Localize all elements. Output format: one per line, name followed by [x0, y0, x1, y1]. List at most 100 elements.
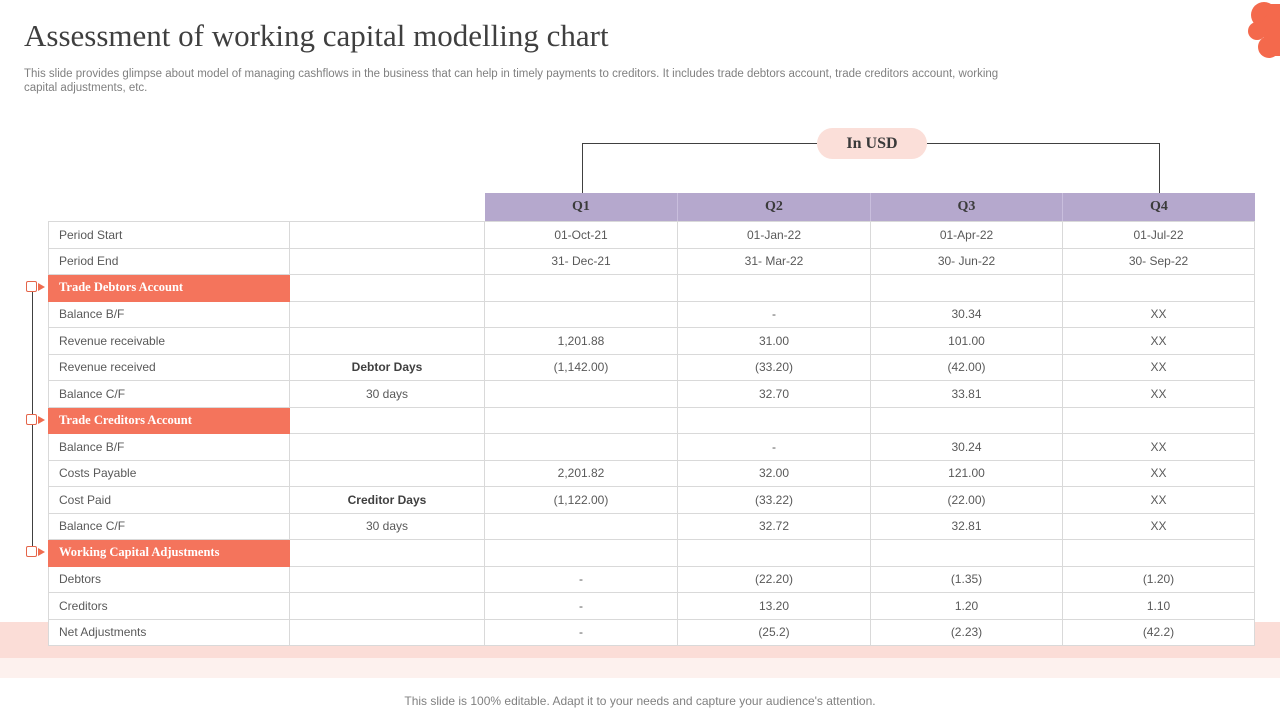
row-label: Revenue receivable: [48, 328, 290, 355]
slide-description: This slide provides glimpse about model …: [24, 68, 999, 94]
table-row: Balance B/F -30.24 XX: [48, 434, 1255, 461]
cell-value-q2: (22.20): [678, 566, 871, 593]
cell-value-q1: [485, 301, 678, 328]
quarter-header: Q1: [485, 193, 678, 221]
row-label: Debtors: [48, 566, 290, 593]
quarter-header: Q4: [1063, 193, 1255, 221]
table-row: Revenue received Debtor Days (1,142.00) (33…: [48, 354, 1255, 381]
cell-value-q2: 31.00: [678, 328, 871, 355]
cell-value-q3: (1.35): [871, 566, 1063, 593]
section-header-label: Trade Creditors Account: [48, 407, 290, 434]
days-cell: [290, 248, 485, 275]
days-cell: [290, 275, 485, 302]
cell-value-q3: 1.20: [871, 593, 1063, 620]
quarter-header-row: Q1 Q2 Q3 Q4: [485, 193, 1255, 221]
cell-value-q2: 32.72: [678, 513, 871, 540]
cell-value-q3: 33.81: [871, 381, 1063, 408]
cell-value-q4: XX: [1063, 487, 1255, 514]
cell-value-q4: XX: [1063, 301, 1255, 328]
days-cell: [290, 328, 485, 355]
table-row: Debtors - (22.20) (1.35) (1.20): [48, 566, 1255, 593]
days-cell: [290, 460, 485, 487]
days-cell: [290, 566, 485, 593]
cell-value-q3: 30.24: [871, 434, 1063, 461]
days-cell: [290, 434, 485, 461]
table-body: Period Start 01-Oct-21 01-Jan-22 01-Apr-22 0…: [48, 221, 1255, 646]
section-marker-icon: [26, 414, 48, 426]
cell-value-q4: [1063, 407, 1255, 434]
bracket-line-left: [582, 143, 817, 144]
cell-value-q1: 31- Dec-21: [485, 248, 678, 275]
cell-value-q2: [678, 540, 871, 567]
cell-value-q3: 30.34: [871, 301, 1063, 328]
cell-value-q1: [485, 540, 678, 567]
cell-value-q3: 101.00: [871, 328, 1063, 355]
table-row: Costs Payable 2,201.82 32.00 121.00 XX: [48, 460, 1255, 487]
bottom-accent-strip-light: [0, 658, 1280, 678]
cell-value-q3: (42.00): [871, 354, 1063, 381]
row-label: Costs Payable: [48, 460, 290, 487]
table-row: Revenue receivable 1,201.88 31.00 101.00 XX: [48, 328, 1255, 355]
table-row: Period End 31- Dec-21 31- Mar-22 30- Jun-22…: [48, 248, 1255, 275]
cell-value-q1: 1,201.88: [485, 328, 678, 355]
cell-value-q4: XX: [1063, 513, 1255, 540]
days-cell: [290, 593, 485, 620]
cell-value-q4: XX: [1063, 354, 1255, 381]
days-cell: 30 days: [290, 513, 485, 540]
table-row: Period Start 01-Oct-21 01-Jan-22 01-Apr-22 0…: [48, 222, 1255, 249]
table-row: Cost Paid Creditor Days (1,122.00) (33.22)(…: [48, 487, 1255, 514]
days-cell: [290, 619, 485, 646]
days-cell: [290, 407, 485, 434]
cell-value-q1: -: [485, 593, 678, 620]
cell-value-q1: (1,142.00): [485, 354, 678, 381]
cell-value-q4: [1063, 540, 1255, 567]
cell-value-q1: -: [485, 619, 678, 646]
cell-value-q2: (33.22): [678, 487, 871, 514]
cell-value-q4: 1.10: [1063, 593, 1255, 620]
cell-value-q2: -: [678, 301, 871, 328]
section-row: Trade Creditors Account: [48, 407, 1255, 434]
cell-value-q2: 32.00: [678, 460, 871, 487]
section-header-label: Working Capital Adjustments: [48, 540, 290, 567]
cell-value-q1: 2,201.82: [485, 460, 678, 487]
row-label: Balance B/F: [48, 434, 290, 461]
cell-value-q4: 30- Sep-22: [1063, 248, 1255, 275]
cell-value-q3: (22.00): [871, 487, 1063, 514]
bracket-line-right: [927, 143, 1160, 144]
cell-value-q2: (25.2): [678, 619, 871, 646]
quarter-header: Q3: [871, 193, 1063, 221]
in-usd-badge: In USD: [817, 128, 927, 159]
cell-value-q4: 01-Jul-22: [1063, 222, 1255, 249]
cell-value-q1: -: [485, 566, 678, 593]
days-cell: [290, 222, 485, 249]
section-row: Trade Debtors Account: [48, 275, 1255, 302]
cell-value-q2: 32.70: [678, 381, 871, 408]
row-label: Balance C/F: [48, 513, 290, 540]
cell-value-q3: (2.23): [871, 619, 1063, 646]
table-row: Creditors -13.20 1.20 1.10: [48, 593, 1255, 620]
cell-value-q1: [485, 381, 678, 408]
quarter-header: Q2: [678, 193, 871, 221]
cell-value-q2: 01-Jan-22: [678, 222, 871, 249]
cell-value-q3: 30- Jun-22: [871, 248, 1063, 275]
footer-note: This slide is 100% editable. Adapt it to…: [404, 694, 876, 708]
cell-value-q3: [871, 275, 1063, 302]
paint-splatter-icon: [1248, 2, 1280, 58]
table-row: Balance B/F -30.34 XX: [48, 301, 1255, 328]
cell-value-q4: (42.2): [1063, 619, 1255, 646]
cell-value-q4: XX: [1063, 434, 1255, 461]
row-label: Cost Paid: [48, 487, 290, 514]
days-cell: 30 days: [290, 381, 485, 408]
cell-value-q1: [485, 434, 678, 461]
cell-value-q2: 13.20: [678, 593, 871, 620]
row-label: Period End: [48, 248, 290, 275]
cell-value-q2: [678, 275, 871, 302]
cell-value-q1: 01-Oct-21: [485, 222, 678, 249]
table-row: Balance C/F 30 days 32.72 32.81 XX: [48, 513, 1255, 540]
cell-value-q2: (33.20): [678, 354, 871, 381]
cell-value-q3: 01-Apr-22: [871, 222, 1063, 249]
section-header-label: Trade Debtors Account: [48, 275, 290, 302]
row-label: Balance B/F: [48, 301, 290, 328]
cell-value-q4: XX: [1063, 328, 1255, 355]
